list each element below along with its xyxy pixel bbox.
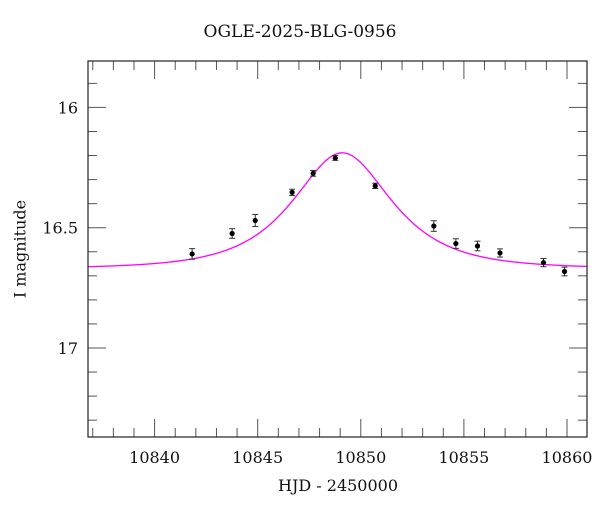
y-tick-label: 16: [58, 98, 78, 117]
data-point: [229, 228, 236, 239]
plot-frame: [87, 60, 588, 438]
y-tick-label: 16.5: [42, 219, 78, 238]
y-tick-label: 17: [58, 339, 78, 358]
data-point: [289, 188, 296, 196]
data-point: [430, 220, 437, 232]
data-point: [561, 266, 568, 277]
data-point: [252, 213, 259, 228]
tick-labels: 10840 10845 10850 10855 10860 16 16.5 17: [42, 98, 592, 467]
data-point: [452, 238, 459, 249]
x-tick-label: 10860: [542, 448, 593, 467]
x-tick-label: 10845: [232, 448, 283, 467]
data-points: [189, 155, 568, 277]
data-point: [540, 258, 547, 268]
x-tick-label: 10850: [335, 448, 386, 467]
data-point: [474, 240, 481, 252]
axis-ticks: [88, 61, 587, 437]
data-point: [332, 155, 339, 161]
data-point: [496, 248, 503, 258]
data-point: [189, 248, 196, 260]
x-tick-label: 10840: [129, 448, 180, 467]
model-curve: [87, 152, 588, 268]
chart-title: OGLE-2025-BLG-0956: [203, 22, 397, 42]
x-axis-label: HJD - 2450000: [277, 476, 399, 495]
data-point: [310, 169, 317, 177]
x-tick-label: 10855: [438, 448, 489, 467]
data-point: [372, 182, 379, 189]
